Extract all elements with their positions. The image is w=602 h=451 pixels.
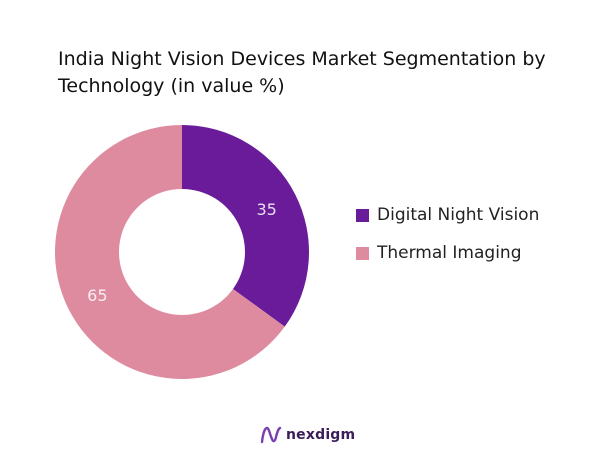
legend-label-digital-night-vision: Digital Night Vision (377, 205, 540, 225)
chart-title: India Night Vision Devices Market Segmen… (58, 48, 546, 97)
nexdigm-logo-icon (260, 426, 282, 444)
legend-swatch-thermal-imaging (356, 246, 369, 260)
brand-logo: nexdigm (260, 425, 355, 445)
legend-label-thermal-imaging: Thermal Imaging (377, 243, 522, 263)
legend-swatch-digital-night-vision (356, 208, 369, 222)
data-label-digital-night-vision: 35 (256, 200, 276, 219)
legend-item-thermal-imaging: Thermal Imaging (356, 242, 539, 264)
brand-name: nexdigm (286, 427, 356, 443)
slice-digital-night-vision (182, 125, 309, 327)
legend-item-digital-night-vision: Digital Night Vision (356, 204, 539, 226)
slice-thermal-imaging (54, 125, 285, 379)
data-label-thermal-imaging: 65 (87, 286, 107, 305)
legend: Digital Night Vision Thermal Imaging (356, 204, 539, 280)
